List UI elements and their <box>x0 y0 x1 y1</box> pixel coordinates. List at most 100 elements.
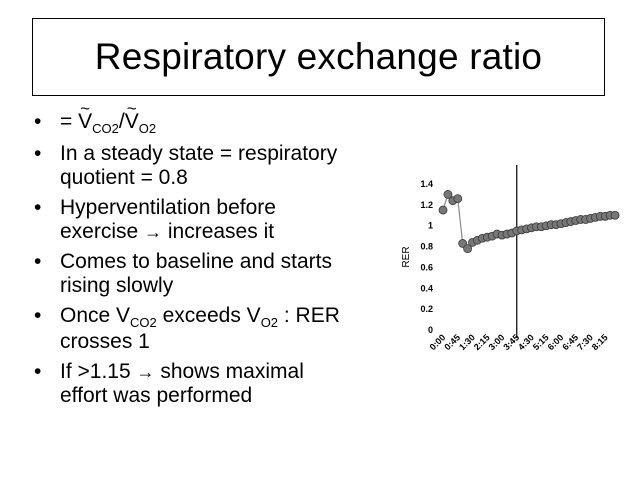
x-tick-label: 3:00 <box>487 332 507 352</box>
bullet-baseline: • Comes to baseline and starts rising sl… <box>34 250 394 298</box>
rer-data-point <box>502 229 512 239</box>
subscript-o2: O2 <box>260 315 279 330</box>
rer-data-point <box>522 224 531 234</box>
bullet-dot: • <box>34 304 42 327</box>
rer-data-point <box>527 223 536 233</box>
equals-text: = <box>60 110 79 133</box>
title-box: Respiratory exchange ratio <box>32 18 605 96</box>
bullet-dot: • <box>34 360 42 383</box>
rer-series-line <box>442 193 616 250</box>
line-2: quotient = 0.8 <box>60 166 188 189</box>
bullet-dot: • <box>34 250 42 273</box>
v-dot-co2: ~ V <box>78 99 93 134</box>
y-axis-label: RER <box>401 246 412 267</box>
v-letter: V <box>124 110 139 133</box>
rer-data-point <box>463 244 472 254</box>
bullet-dot: • <box>34 110 42 133</box>
x-tick-label: 8:15 <box>590 332 610 352</box>
rer-data-point <box>487 231 497 241</box>
y-tick-label: 1.2 <box>420 200 433 210</box>
text-a: If >1.15 <box>60 360 137 383</box>
bullet-steady-state: • In a steady state = respiratory quotie… <box>34 142 394 190</box>
bullet-dot: • <box>34 196 42 219</box>
y-tick-label: 1 <box>428 221 433 231</box>
rer-data-point <box>605 210 615 220</box>
bullet-vco2-exceeds: • Once VCO2 exceeds VO2 : RER crosses 1 <box>34 304 394 354</box>
rer-data-point <box>561 218 571 227</box>
y-tick-label: 1.4 <box>420 179 433 189</box>
x-tick-label: 4:30 <box>516 332 536 352</box>
rer-data-point <box>556 219 566 229</box>
x-tick-label: 0:00 <box>428 332 448 352</box>
rer-data-point <box>482 232 492 242</box>
rer-data-point <box>576 215 586 224</box>
rer-data-point <box>551 220 561 230</box>
v-dot-o2: ~ V <box>124 99 139 134</box>
v-letter: V <box>78 110 93 133</box>
rer-data-point <box>492 229 502 239</box>
rer-data-point <box>468 237 477 247</box>
rer-data-point <box>581 215 590 224</box>
y-tick-label: 0.8 <box>420 242 433 252</box>
subscript-co2: CO2 <box>92 121 119 136</box>
rer-data-point <box>458 239 468 248</box>
rer-data-point <box>566 217 576 226</box>
tilde-mark: ~ <box>126 99 137 118</box>
rer-data-point <box>591 212 600 222</box>
y-tick-label: 0 <box>428 325 433 335</box>
y-tick-label: 0.6 <box>420 262 433 272</box>
line-1: Comes to baseline and starts <box>60 250 332 273</box>
subscript-o2: O2 <box>138 121 157 136</box>
y-tick-label: 0.2 <box>420 304 433 314</box>
x-tick-label: 6:00 <box>546 332 566 352</box>
line-2a: exercise <box>60 220 145 243</box>
rer-data-point <box>512 226 522 236</box>
rer-data-point <box>610 210 620 220</box>
x-tick-label: 2:15 <box>472 332 492 352</box>
rer-data-point <box>453 194 463 204</box>
rer-data-point <box>497 230 507 240</box>
bullet-hyperventilation: • Hyperventilation before exercise → inc… <box>34 196 394 244</box>
arrow-right-icon: → <box>136 362 155 382</box>
text-b: exceeds V <box>156 304 261 327</box>
x-tick-label: 3:45 <box>501 332 521 352</box>
line-1: In a steady state = respiratory <box>60 142 338 165</box>
line-2b: increases it <box>162 220 275 243</box>
line-2: effort was performed <box>60 384 253 407</box>
rer-data-point <box>541 221 551 231</box>
rer-data-point <box>595 211 605 221</box>
rer-data-point <box>536 222 546 232</box>
arrow-right-icon: → <box>144 222 163 242</box>
subscript-co2: CO2 <box>130 315 157 330</box>
rer-data-point <box>438 205 448 215</box>
tilde-mark: ~ <box>80 99 91 118</box>
rer-data-point <box>600 211 610 221</box>
rer-data-point <box>586 214 595 223</box>
line-2: rising slowly <box>60 274 174 297</box>
rer-data-point <box>571 216 581 225</box>
rer-data-point <box>507 228 517 238</box>
text-b: shows maximal <box>154 360 304 383</box>
y-tick-label: 0.4 <box>420 283 433 293</box>
rer-data-point <box>517 225 527 235</box>
x-tick-label: 5:15 <box>531 332 551 352</box>
rer-data-point <box>448 196 458 206</box>
line-2: crosses 1 <box>60 330 150 353</box>
line-1: Hyperventilation before <box>60 196 276 219</box>
x-tick-label: 6:45 <box>560 332 580 352</box>
bullet-maximal-effort: • If >1.15 → shows maximal effort was pe… <box>34 360 394 408</box>
x-tick-label: 7:30 <box>575 332 595 352</box>
text-a: Once V <box>60 304 131 327</box>
x-tick-label: 0:45 <box>442 332 462 352</box>
text-c: : RER <box>278 304 340 327</box>
rer-data-point <box>443 190 453 199</box>
slash: / <box>118 110 125 133</box>
x-tick-label: 1:30 <box>457 332 477 352</box>
bullet-rer-formula: • = ~ VCO2/~ VO2 <box>34 99 394 136</box>
rer-data-point <box>477 233 487 243</box>
bullet-list: • = ~ VCO2/~ VO2 • In a steady state = res… <box>34 99 394 414</box>
slide-title: Respiratory exchange ratio <box>94 36 543 77</box>
rer-data-point <box>532 222 541 232</box>
bullet-dot: • <box>34 142 42 165</box>
rer-data-point <box>546 220 556 230</box>
